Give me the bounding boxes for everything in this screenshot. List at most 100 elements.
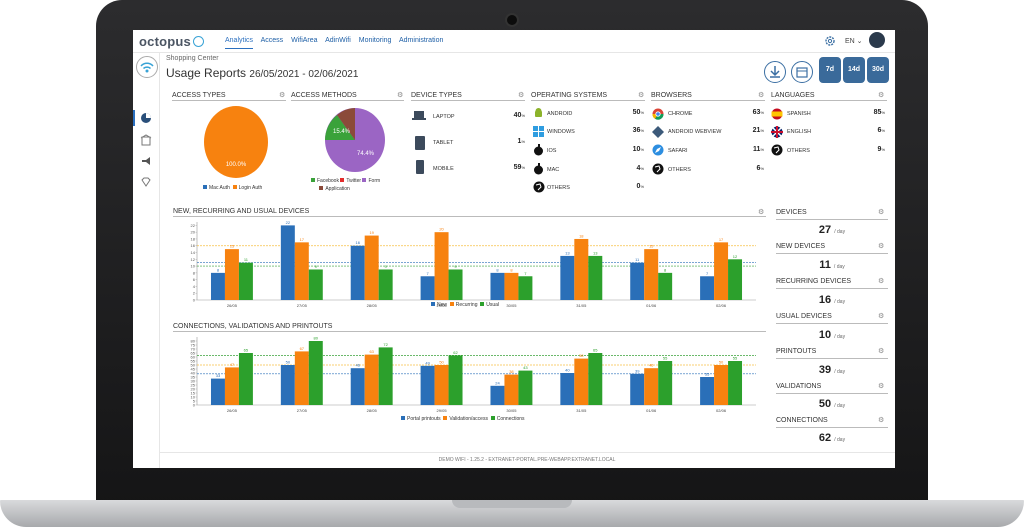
chevron-down-icon: ⌄ <box>854 38 863 45</box>
browser-value: 21% <box>752 127 764 134</box>
calendar-button[interactable] <box>791 61 813 83</box>
x-tick-label: 02/06 <box>716 303 727 308</box>
bar-value-label: 8 <box>664 267 667 272</box>
stat-gear-icon[interactable]: ⚙ <box>878 313 885 320</box>
bar <box>224 367 239 405</box>
pie-slice-login-auth <box>204 106 268 178</box>
stat-label: VALIDATIONS <box>776 383 822 390</box>
device-type-value: 59% <box>513 164 525 171</box>
bar <box>434 365 449 405</box>
page-title: Usage Reports 26/05/2021 - 02/06/2021 <box>166 66 358 80</box>
range-14d-button[interactable]: 14d <box>843 57 865 83</box>
pie-slice-label: 100.0% <box>226 162 247 168</box>
bar-value-label: 38 <box>509 369 514 374</box>
bar <box>644 368 659 405</box>
pie-chart-icon[interactable] <box>140 112 152 124</box>
bar-value-label: 19 <box>369 230 374 235</box>
connections-bar-chart: 0510152025303540455055606570758033476526… <box>191 336 756 413</box>
legend-item-connections: Connections <box>490 416 525 422</box>
bar-value-label: 8 <box>496 267 499 272</box>
y-tick-label: 65 <box>191 351 196 356</box>
x-tick-label: 26/05 <box>227 408 238 413</box>
device-type-label: LAPTOP <box>433 114 455 120</box>
nav-administration[interactable]: Administration <box>399 37 444 44</box>
os-label: MAC <box>547 167 560 173</box>
legend-item-recurring: Recurring <box>449 302 477 308</box>
bar <box>434 232 449 300</box>
nav-access[interactable]: Access <box>260 37 284 44</box>
nav-adinwifi[interactable]: AdinWifi <box>325 37 351 44</box>
access-methods-gear-icon[interactable]: ⚙ <box>397 92 404 99</box>
bar <box>238 262 253 300</box>
y-tick-label: 70 <box>191 347 196 352</box>
windows-icon <box>533 126 544 137</box>
nav-monitoring[interactable]: Monitoring <box>358 37 392 44</box>
logo[interactable]: octopus <box>139 34 204 49</box>
devices-chart-title: NEW, RECURRING AND USUAL DEVICES <box>173 208 766 217</box>
app-screen: octopus Analytics Access WifiArea AdinWi… <box>133 30 895 468</box>
stat-value: 50 / day <box>818 398 846 410</box>
stat-gear-icon[interactable]: ⚙ <box>878 209 885 216</box>
range-30d-button[interactable]: 30d <box>867 57 889 83</box>
bar-value-label: 50 <box>286 360 291 365</box>
device-types-gear-icon[interactable]: ⚙ <box>518 92 525 99</box>
stat-value: 11 / day <box>819 259 845 271</box>
stat-gear-icon[interactable]: ⚙ <box>878 348 885 355</box>
browser-label: OTHERS <box>668 167 691 173</box>
y-tick-label: 18 <box>191 236 196 241</box>
stat-gear-icon[interactable]: ⚙ <box>878 383 885 390</box>
language-selector[interactable]: EN ⌄ <box>845 37 863 45</box>
bar-value-label: 11 <box>244 257 249 262</box>
bar-value-label: 22 <box>286 220 291 225</box>
y-tick-label: 10 <box>191 395 196 400</box>
range-7d-button[interactable]: 7d <box>819 57 841 83</box>
bar <box>294 351 309 405</box>
stat-gear-icon[interactable]: ⚙ <box>878 417 885 424</box>
stat-gear-icon[interactable]: ⚙ <box>878 243 885 250</box>
stat-label: DEVICES <box>776 209 807 216</box>
browsers-gear-icon[interactable]: ⚙ <box>758 92 765 99</box>
settings-gear-icon[interactable] <box>824 35 836 47</box>
y-tick-label: 40 <box>191 371 196 376</box>
bar-value-label: 8 <box>217 267 220 272</box>
language-value: 6% <box>877 127 885 134</box>
bar-value-label: 43 <box>523 365 528 370</box>
y-tick-label: 8 <box>193 270 196 275</box>
bar <box>350 368 365 405</box>
building-icon[interactable] <box>140 134 152 146</box>
user-avatar[interactable] <box>869 32 885 48</box>
stat-gear-icon[interactable]: ⚙ <box>878 278 885 285</box>
y-tick-label: 25 <box>191 383 196 388</box>
megaphone-icon[interactable] <box>140 155 152 167</box>
wifi-logo-icon <box>136 56 158 78</box>
stat-value: 27 / day <box>818 224 846 236</box>
bar-value-label: 7 <box>426 271 429 276</box>
languages-gear-icon[interactable]: ⚙ <box>878 92 885 99</box>
footer: DEMO WIFI - 1.25.2 - EXTRANET-PORTAL.PRE… <box>159 452 895 468</box>
download-button[interactable] <box>764 61 786 83</box>
bar-value-label: 12 <box>733 254 738 259</box>
os-label: ANDROID <box>547 111 573 117</box>
bar <box>364 235 379 300</box>
nav-analytics[interactable]: Analytics <box>225 37 254 49</box>
os-label: WINDOWS <box>547 129 575 135</box>
access-types-gear-icon[interactable]: ⚙ <box>279 92 286 99</box>
operating-systems-gear-icon[interactable]: ⚙ <box>638 92 645 99</box>
bar-value-label: 24 <box>495 380 500 385</box>
diamond-icon[interactable] <box>140 176 152 188</box>
nav-wifiarea[interactable]: WifiArea <box>291 37 318 44</box>
bar-value-label: 50 <box>439 360 444 365</box>
devices-chart-gear-icon[interactable]: ⚙ <box>758 209 765 216</box>
x-tick-label: 27/05 <box>297 303 308 308</box>
x-tick-label: 28/05 <box>367 303 378 308</box>
access-methods-title: ACCESS METHODS <box>291 92 404 101</box>
y-tick-label: 55 <box>191 359 196 364</box>
bar-value-label: 7 <box>524 271 527 276</box>
bar <box>588 255 603 300</box>
operating-systems-title: OPERATING SYSTEMS <box>531 92 645 101</box>
safari-icon <box>652 144 664 156</box>
sidebar-active-indicator <box>133 110 135 126</box>
stat-label: PRINTOUTS <box>776 348 817 355</box>
mobile-icon <box>416 160 424 174</box>
legend-item-form: Form <box>362 178 380 184</box>
